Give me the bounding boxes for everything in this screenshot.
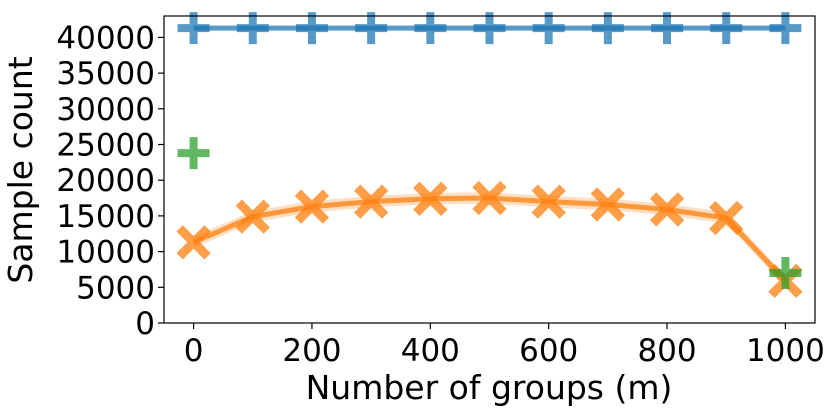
x-tick-label-4: 800: [637, 333, 696, 369]
series-1-marker-9: [709, 200, 744, 236]
series-0-marker-6: [532, 12, 565, 45]
series-1-marker-7: [590, 187, 626, 222]
series-2-marker-0: [177, 137, 210, 170]
x-tick-label-2: 400: [401, 333, 460, 369]
y-tick-label-4: 20000: [56, 163, 155, 199]
y-tick-label-7: 35000: [56, 56, 155, 92]
y-tick-label-0: 0: [135, 306, 155, 342]
y-tick-label-5: 25000: [56, 128, 155, 164]
series-0-marker-2: [295, 12, 328, 45]
series-0-marker-7: [591, 12, 624, 45]
x-axis-label: Number of groups (m): [306, 368, 673, 407]
series-1-marker-3: [353, 184, 389, 219]
series-1: [176, 180, 803, 299]
series-1-marker-6: [531, 184, 566, 219]
series-1-marker-0: [176, 225, 211, 260]
series-2: [177, 137, 802, 290]
y-tick-label-2: 10000: [56, 235, 155, 271]
y-axis-label: Sample count: [1, 56, 40, 283]
x-tick-label-0: 0: [184, 333, 204, 369]
x-tick-label-5: 1000: [746, 333, 825, 369]
axes: 0500010000150002000025000300003500040000…: [56, 15, 825, 369]
x-tick-label-3: 600: [519, 333, 578, 369]
series-1-marker-8: [649, 192, 685, 227]
series-1-marker-5: [472, 180, 507, 216]
series-0-marker-10: [769, 12, 802, 45]
series-0-marker-4: [414, 12, 447, 45]
series-1-marker-4: [413, 181, 448, 216]
series-0-marker-0: [177, 12, 210, 45]
series-0-marker-8: [651, 12, 684, 45]
series-0-marker-9: [710, 12, 743, 45]
y-tick-label-1: 5000: [76, 270, 155, 306]
series-0-marker-3: [355, 12, 388, 45]
series-0: [177, 12, 802, 45]
plot-frame: [163, 15, 816, 324]
plot-area: [176, 12, 803, 299]
x-tick-label-1: 200: [282, 333, 341, 369]
y-tick-label-3: 15000: [56, 199, 155, 235]
series-0-marker-5: [473, 12, 506, 45]
series-1-marker-1: [235, 199, 270, 234]
series-1-marker-2: [294, 189, 330, 224]
y-tick-label-6: 30000: [56, 92, 155, 128]
y-tick-label-8: 40000: [56, 20, 155, 56]
series-1-band: [193, 192, 786, 287]
series-0-marker-1: [236, 12, 269, 45]
series-2-marker-1: [769, 257, 802, 290]
